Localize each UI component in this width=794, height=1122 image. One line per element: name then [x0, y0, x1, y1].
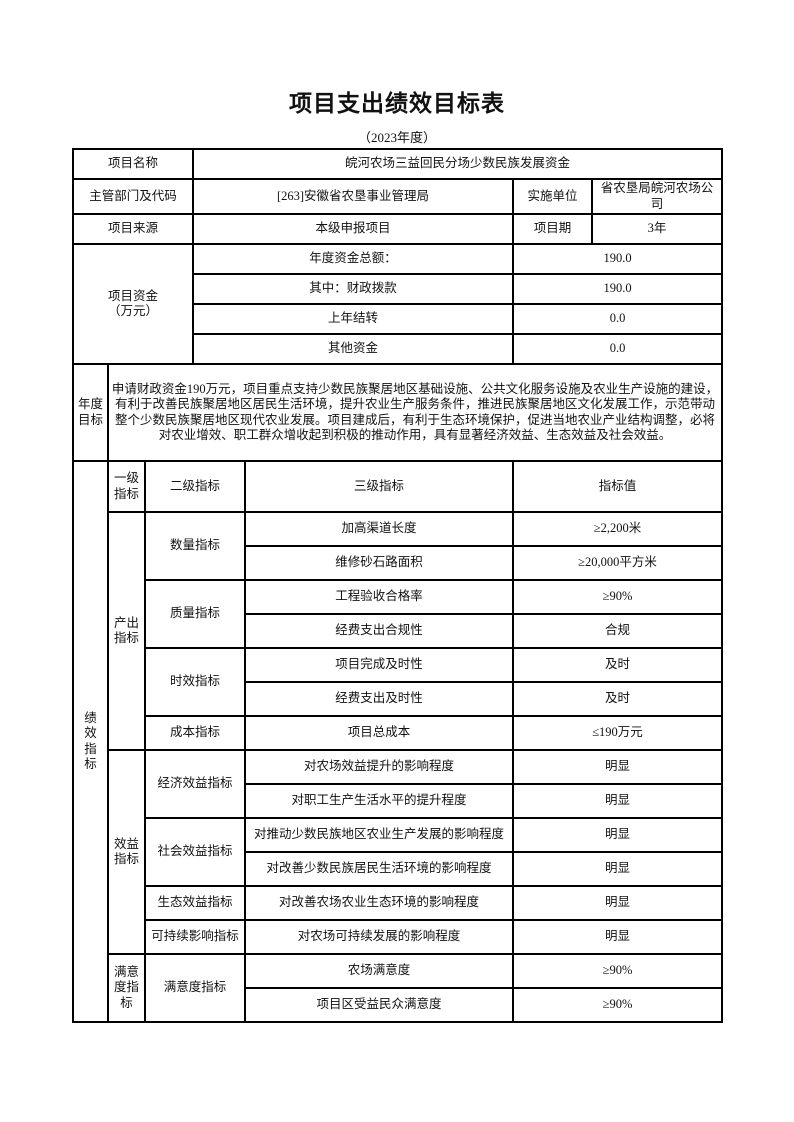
- level3-name: 对推动少数民族地区农业生产发展的影响程度: [244, 817, 514, 854]
- indicator-value: ≥20,000平方米: [511, 545, 724, 582]
- table-row: 社会效益指标 对推动少数民族地区农业生产发展的影响程度 明显: [73, 817, 724, 888]
- indicator-value: 明显: [511, 919, 724, 956]
- level1-output: 产出 指标: [107, 511, 146, 752]
- impl-unit-value: 省农垦局皖河农场公司: [590, 177, 724, 216]
- table-row: 成本指标 项目总成本 ≤190万元: [73, 715, 724, 752]
- table-row: 项目资金 （万元） 年度资金总额： 190.0: [72, 243, 724, 366]
- indicators-section-label: 绩 效 指 标: [72, 460, 109, 1024]
- annual-goal-text: 申请财政资金190万元，项目重点支持少数民族聚居地区基础设施、公共文化服务设施及…: [106, 363, 724, 463]
- indicator-value: 合规: [511, 613, 724, 650]
- source-label: 项目来源: [72, 213, 194, 246]
- indicator-value: 明显: [511, 783, 724, 820]
- table-row: 年度 目标 申请财政资金190万元，项目重点支持少数民族聚居地区基础设施、公共文…: [72, 363, 724, 463]
- header-level3: 三级指标: [244, 460, 514, 514]
- level3-name: 维修砂石路面积: [244, 545, 514, 582]
- table-row: 绩 效 指 标 一级 指标 二级指标 三级指标 指标值: [72, 460, 724, 1024]
- table-row: 其中：财政拨款 190.0: [73, 273, 724, 306]
- level3-name: 对改善少数民族居民生活环境的影响程度: [244, 851, 514, 888]
- table-row: 对职工生产生活水平的提升程度 明显: [73, 783, 724, 820]
- level2-social: 社会效益指标: [144, 817, 246, 888]
- indicator-value: 明显: [511, 817, 724, 854]
- indicator-value: 及时: [511, 647, 724, 684]
- indicator-value: 及时: [511, 681, 724, 718]
- funds-item-value: 0.0: [511, 333, 724, 366]
- indicator-value: 明显: [511, 885, 724, 922]
- header-level1: 一级 指标: [107, 460, 146, 514]
- impl-unit-label: 实施单位: [512, 177, 593, 216]
- table-row: 满意 度指 标 满意度指标 农场满意度 ≥90%: [73, 953, 724, 1024]
- level3-name: 农场满意度: [244, 953, 514, 990]
- level2-cost: 成本指标: [144, 715, 246, 752]
- funds-item-value: 190.0: [511, 243, 724, 276]
- dept-label: 主管部门及代码: [72, 177, 194, 216]
- level2-quantity: 数量指标: [144, 511, 246, 582]
- table-row: 维修砂石路面积 ≥20,000平方米: [73, 545, 724, 582]
- annual-goal-label: 年度 目标: [72, 363, 109, 463]
- level2-ecological: 生态效益指标: [144, 885, 246, 922]
- level1-satisfaction: 满意 度指 标: [107, 953, 146, 1024]
- funds-item-name: 年度资金总额：: [192, 243, 514, 276]
- level3-name: 对农场可持续发展的影响程度: [244, 919, 514, 956]
- table-row: 可持续影响指标 对农场可持续发展的影响程度 明显: [73, 919, 724, 956]
- table-row: 质量指标 工程验收合格率 ≥90%: [73, 579, 724, 650]
- level2-satisfaction: 满意度指标: [144, 953, 246, 1024]
- level2-timeliness: 时效指标: [144, 647, 246, 718]
- table-row: 效益 指标 经济效益指标 对农场效益提升的影响程度 明显: [73, 749, 724, 956]
- level3-name: 经费支出合规性: [244, 613, 514, 650]
- indicator-value: 明显: [511, 851, 724, 888]
- funds-item-name: 上年结转: [192, 303, 514, 336]
- funds-item-value: 0.0: [511, 303, 724, 336]
- indicator-value: ≥2,200米: [511, 511, 724, 548]
- source-value: 本级申报项目: [192, 213, 514, 246]
- performance-target-table: 项目名称 皖河农场三益回民分场少数民族发展资金 主管部门及代码 [263]安徽省…: [72, 148, 724, 1024]
- period-value: 3年: [590, 213, 724, 246]
- indicator-value: ≥90%: [511, 987, 724, 1024]
- table-row: 项目名称 皖河农场三益回民分场少数民族发展资金: [72, 148, 724, 180]
- header-value: 指标值: [511, 460, 724, 514]
- level3-name: 项目完成及时性: [244, 647, 514, 684]
- table-row: 经费支出及时性 及时: [73, 681, 724, 718]
- table-row: 其他资金 0.0: [73, 333, 724, 366]
- project-name-value: 皖河农场三益回民分场少数民族发展资金: [191, 148, 724, 180]
- dept-value: [263]安徽省农垦事业管理局: [192, 177, 514, 216]
- table-row: 项目区受益民众满意度 ≥90%: [73, 987, 724, 1024]
- level3-name: 对职工生产生活水平的提升程度: [244, 783, 514, 820]
- indicator-value: ≥90%: [511, 953, 724, 990]
- funds-label: 项目资金 （万元）: [72, 243, 194, 366]
- level3-name: 经费支出及时性: [244, 681, 514, 718]
- level3-name: 项目区受益民众满意度: [244, 987, 514, 1024]
- level2-economic: 经济效益指标: [144, 749, 246, 820]
- table-row: 项目来源 本级申报项目 项目期 3年: [72, 213, 724, 246]
- header-level2: 二级指标: [144, 460, 246, 514]
- table-row: 上年结转 0.0: [73, 303, 724, 336]
- table-row: 生态效益指标 对改善农场农业生态环境的影响程度 明显: [73, 885, 724, 922]
- table-row: 对改善少数民族居民生活环境的影响程度 明显: [73, 851, 724, 888]
- project-name-label: 项目名称: [72, 148, 194, 180]
- funds-item-name: 其中：财政拨款: [192, 273, 514, 306]
- level1-benefit: 效益 指标: [107, 749, 146, 956]
- funds-item-name: 其他资金: [192, 333, 514, 366]
- level3-name: 工程验收合格率: [244, 579, 514, 616]
- level3-name: 对农场效益提升的影响程度: [244, 749, 514, 786]
- period-label: 项目期: [512, 213, 593, 246]
- funds-item-value: 190.0: [511, 273, 724, 306]
- level3-name: 项目总成本: [244, 715, 514, 752]
- page-title: 项目支出绩效目标表: [289, 90, 505, 116]
- table-row: 经费支出合规性 合规: [73, 613, 724, 650]
- indicator-value: 明显: [511, 749, 724, 786]
- page-subtitle: （2023年度）: [357, 130, 436, 145]
- level3-name: 加高渠道长度: [244, 511, 514, 548]
- table-row: 时效指标 项目完成及时性 及时: [73, 647, 724, 718]
- indicator-value: ≥90%: [511, 579, 724, 616]
- level2-quality: 质量指标: [144, 579, 246, 650]
- indicator-value: ≤190万元: [511, 715, 724, 752]
- level3-name: 对改善农场农业生态环境的影响程度: [244, 885, 514, 922]
- level2-sustainable: 可持续影响指标: [144, 919, 246, 956]
- table-row: 产出 指标 数量指标 加高渠道长度 ≥2,200米: [73, 511, 724, 752]
- table-row: 主管部门及代码 [263]安徽省农垦事业管理局 实施单位 省农垦局皖河农场公司: [72, 177, 724, 216]
